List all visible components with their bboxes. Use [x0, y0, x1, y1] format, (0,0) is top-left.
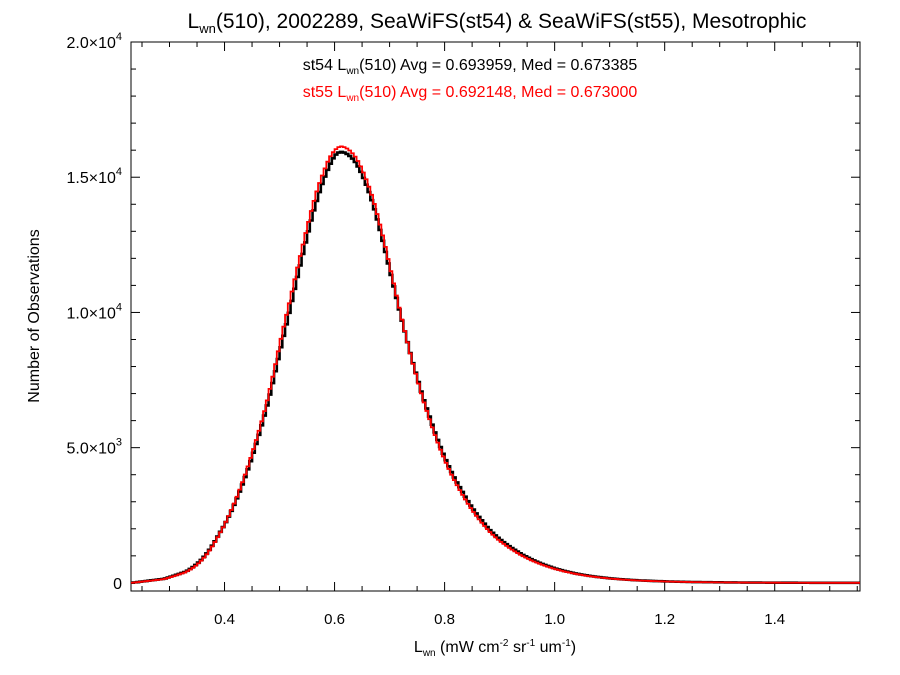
annotation-st54-sub: wn — [345, 66, 359, 77]
chart-title-base: L — [188, 10, 200, 33]
y-tick-label: 0 — [113, 576, 122, 593]
axis-ticks — [131, 41, 860, 591]
x-tick-label: 0.6 — [324, 611, 345, 628]
x-tick-label: 1.0 — [544, 611, 565, 628]
series-st55-line — [131, 145, 860, 584]
y-tick-label: 2.0×104 — [66, 31, 122, 52]
annotation-st55-pre: st55 L — [303, 84, 347, 101]
y-tick-label: 5.0×103 — [66, 437, 122, 458]
x-tick-label: 1.4 — [764, 611, 785, 628]
annotation-st55: st55 Lwn(510) Avg = 0.692148, Med = 0.67… — [303, 84, 638, 104]
y-tick-mantissa: 1.0×10 — [66, 305, 115, 322]
x-tick-label: 0.8 — [434, 611, 455, 628]
y-tick-exponent: 4 — [116, 301, 122, 313]
x-axis-label-sup1: -2 — [500, 638, 509, 649]
annotation-st54-post: (510) Avg = 0.693959, Med = 0.673385 — [359, 57, 637, 74]
y-tick-exponent: 3 — [116, 437, 122, 449]
x-axis-label-sup2: -1 — [526, 638, 535, 649]
x-tick-label: 0.4 — [214, 611, 235, 628]
annotation-st54-pre: st54 L — [303, 57, 347, 74]
y-tick-label: 1.0×104 — [66, 301, 122, 322]
chart-title-rest: (510), 2002289, SeaWiFS(st54) & SeaWiFS(… — [216, 10, 807, 33]
x-tick-label: 1.2 — [654, 611, 675, 628]
x-axis-label: Lwn (mW cm-2 sr-1 um-1) — [414, 638, 576, 659]
series-st54-line — [131, 150, 860, 585]
x-tick-labels: 0.4 0.6 0.8 1.0 1.2 1.4 — [214, 611, 785, 628]
annotation-st55-post: (510) Avg = 0.692148, Med = 0.673000 — [359, 84, 637, 101]
x-axis-label-base: L — [414, 639, 423, 656]
annotation-st54: st54 Lwn(510) Avg = 0.693959, Med = 0.67… — [303, 57, 638, 77]
y-tick-mantissa: 1.5×10 — [66, 170, 115, 187]
x-axis-label-p3: um — [535, 639, 562, 656]
y-tick-mantissa: 2.0×10 — [66, 35, 115, 52]
y-tick-exponent: 4 — [116, 166, 122, 178]
y-tick-mantissa: 5.0×10 — [66, 441, 115, 458]
x-axis-label-p2: sr — [509, 639, 527, 656]
chart-title: Lwn(510), 2002289, SeaWiFS(st54) & SeaWi… — [188, 10, 807, 36]
y-axis-label: Number of Observations — [26, 229, 43, 402]
plot-frame — [130, 41, 861, 592]
x-axis-label-sub: wn — [422, 648, 436, 659]
annotation-st55-sub: wn — [345, 93, 359, 104]
chart-title-sub: wn — [198, 21, 216, 36]
x-axis-label-sup3: -1 — [562, 638, 571, 649]
x-axis-label-p1: (mW cm — [436, 639, 500, 656]
series-group — [131, 145, 860, 585]
x-axis-label-p4: ) — [571, 639, 576, 656]
y-tick-label: 1.5×104 — [66, 166, 122, 187]
y-tick-exponent: 4 — [116, 31, 122, 43]
